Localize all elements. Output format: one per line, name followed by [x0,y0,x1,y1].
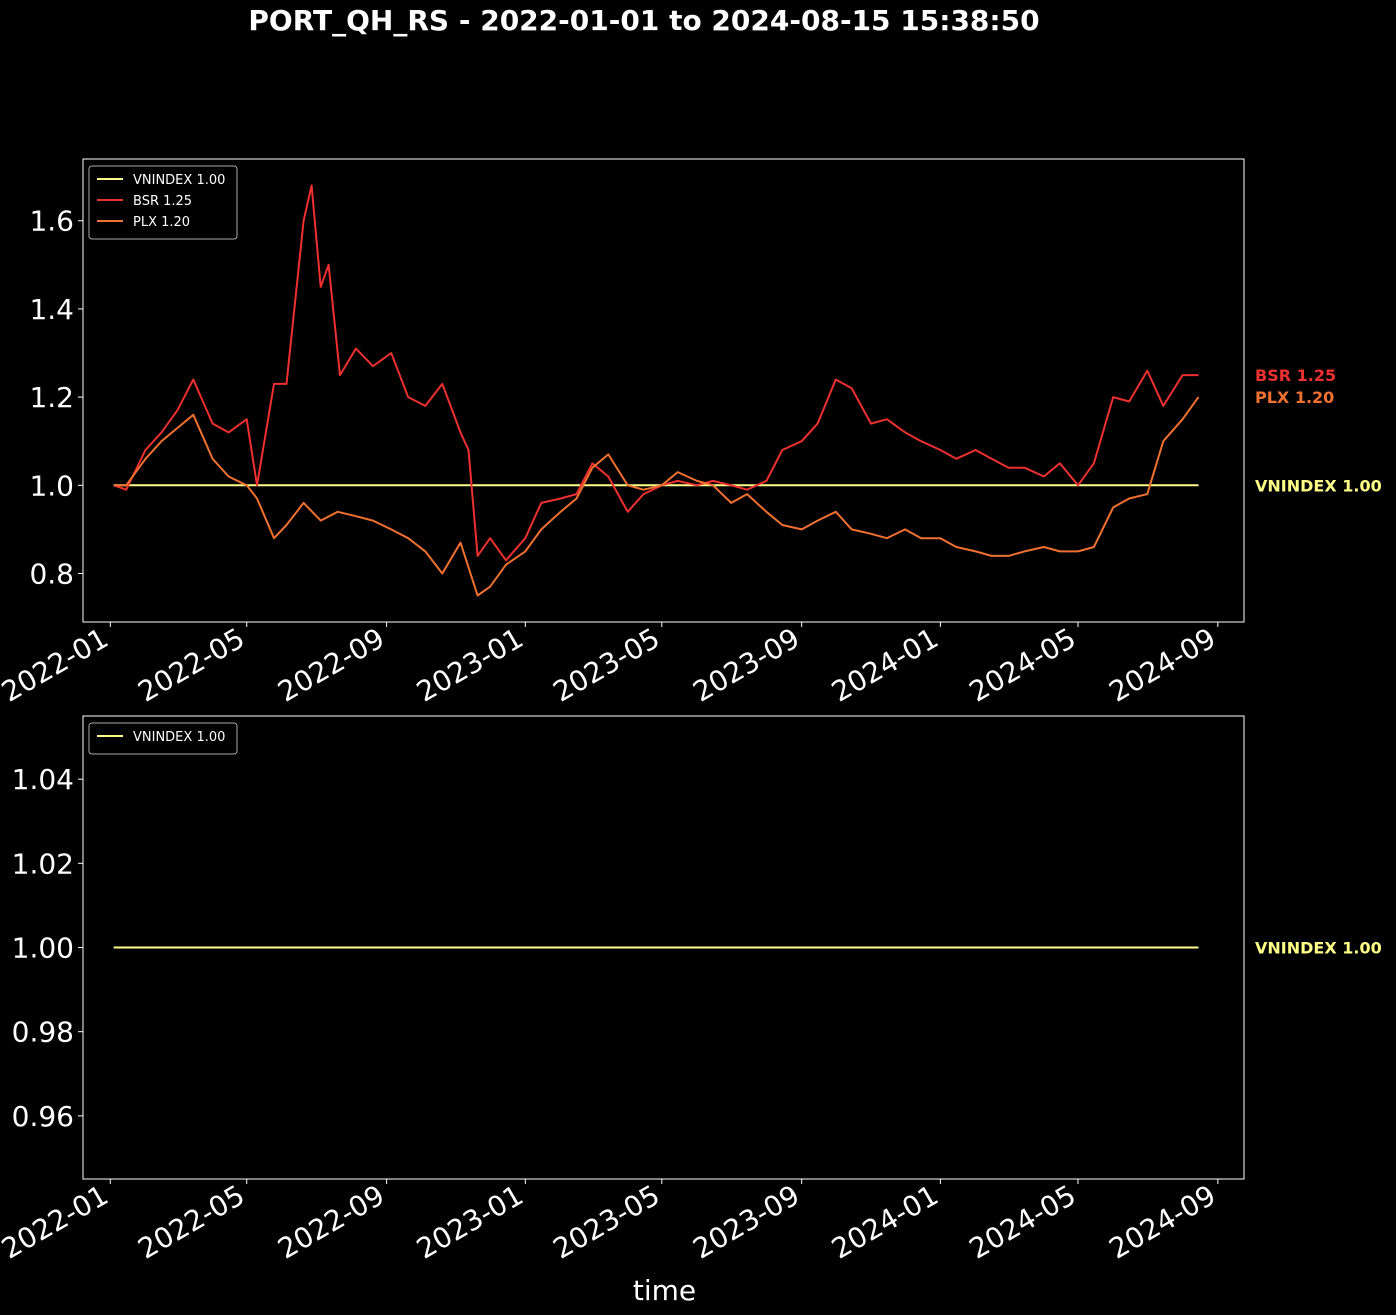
legend-entry: VNINDEX 1.00 [133,173,225,188]
legend-entry: PLX 1.20 [133,215,190,230]
y-tick-label: 0.8 [29,557,74,590]
legend-box [88,165,238,240]
x-tick-label: 2023-05 [547,621,665,708]
x-tick-label: 2022-05 [132,621,250,708]
x-tick-label: 2024-09 [1104,1178,1222,1265]
x-tick-label: 2024-01 [826,621,944,708]
legend-box [88,722,238,755]
x-tick-label: 2024-05 [964,1178,1082,1265]
x-tick-label: 2024-09 [1104,621,1222,708]
y-tick-label: 1.4 [29,293,74,326]
y-tick-label: 1.6 [29,205,74,238]
x-tick-label: 2024-05 [964,621,1082,708]
x-tick-label: 2022-01 [0,1178,114,1265]
page-title: PORT_QH_RS - 2022-01-01 to 2024-08-15 15… [248,4,1040,37]
x-tick-label: 2024-01 [826,1178,944,1265]
y-tick-label: 0.98 [12,1016,74,1049]
x-tick-label: 2022-09 [272,621,390,708]
y-tick-label: 0.96 [12,1100,74,1133]
y-tick-label: 1.2 [29,381,74,414]
y-tick-label: 1.0 [29,469,74,502]
x-tick-label: 2023-05 [547,1178,665,1265]
end-label-plx: PLX 1.20 [1255,388,1334,407]
y-tick-label: 1.04 [12,763,74,796]
x-tick-label: 2023-09 [687,1178,805,1265]
series-line-plx [113,396,1200,597]
series-line-bsr [113,184,1199,562]
legend-entry: VNINDEX 1.00 [133,730,225,745]
x-tick-label: 2022-09 [272,1178,390,1265]
legend-entry: BSR 1.25 [133,194,192,209]
end-label-vnindex: VNINDEX 1.00 [1255,939,1382,958]
x-tick-label: 2022-01 [0,621,114,708]
x-tick-label: 2023-01 [411,1178,529,1265]
x-tick-label: 2023-09 [687,621,805,708]
x-tick-label: 2023-01 [411,621,529,708]
plot-frame [82,158,1245,623]
end-label-vnindex: VNINDEX 1.00 [1255,476,1382,495]
x-tick-label: 2022-05 [132,1178,250,1265]
y-tick-label: 1.02 [12,847,74,880]
end-label-bsr: BSR 1.25 [1255,366,1336,385]
y-tick-label: 1.00 [12,932,74,965]
x-axis-label: time [633,1274,696,1307]
